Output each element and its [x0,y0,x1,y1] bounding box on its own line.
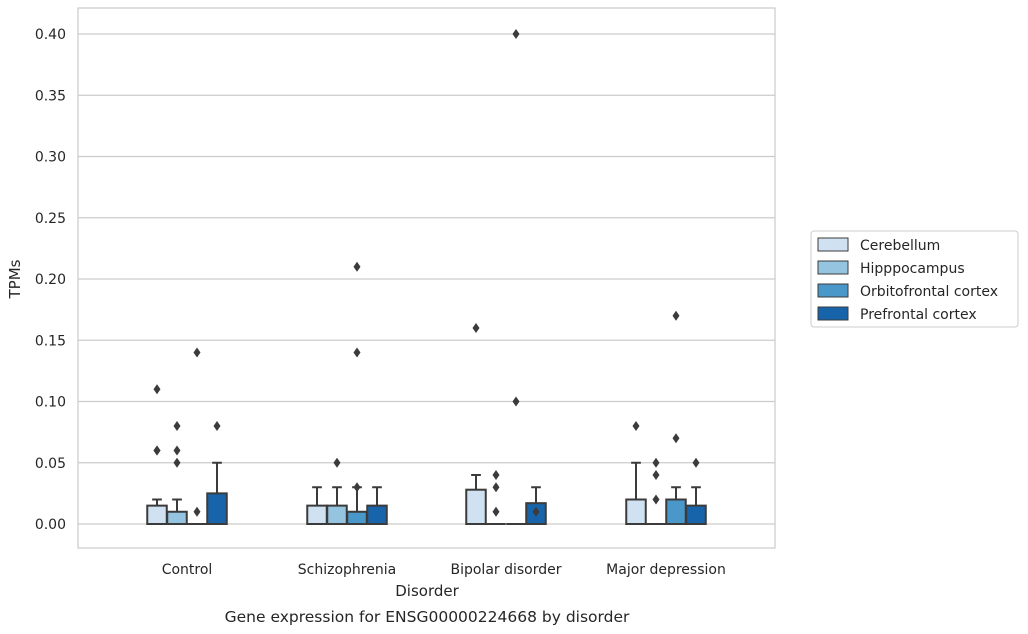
box [146,504,168,525]
box-plot [206,421,228,525]
outlier-point [492,470,500,480]
y-tick-label: 0.30 [35,150,66,166]
legend-swatch [817,283,849,298]
y-tick-label: 0.40 [35,27,66,43]
x-tick-label: Major depression [606,562,726,578]
legend-label: Prefrontal cortex [860,307,977,323]
box-plot [625,421,647,525]
x-tick-label: Control [162,562,213,578]
y-tick-label: 0.10 [35,395,66,411]
box [346,510,368,525]
outlier-point [692,457,700,468]
legend-label: Cerebellum [860,238,940,254]
plot-area [78,8,775,548]
y-tick-label: 0.35 [35,88,66,104]
outlier-point [353,482,361,493]
outlier-point [532,506,540,517]
box [206,492,228,525]
legend-swatch [817,306,849,321]
outlier-point [652,457,660,468]
outlier-point [173,421,181,431]
outlier-point [492,482,500,493]
box [625,498,647,525]
outlier-point [512,29,520,39]
outlier-point [672,310,680,321]
box-plot [166,421,188,525]
outlier-point [672,433,680,444]
outlier-point [353,347,361,358]
box [665,498,687,525]
y-tick-label: 0.25 [35,211,66,227]
plot-frame [77,7,776,549]
box [326,504,348,525]
box-plot [346,261,368,525]
outlier-point [333,457,341,468]
outlier-point [353,261,361,272]
x-tick-label: Schizophrenia [298,562,396,578]
outlier-point [173,445,181,456]
outlier-point [213,421,221,431]
outlier-point [193,506,201,517]
outlier-point [652,470,660,480]
legend-label: Hipppocampus [860,261,965,277]
box [465,488,487,526]
outlier-point [153,384,161,395]
y-axis-title: TPMs [6,259,24,299]
outlier-point [492,506,500,517]
legend-frame [810,230,1019,328]
box-plot [525,486,547,525]
box-plot [146,384,168,525]
box-plot [486,470,506,525]
box-plot [665,310,687,525]
chart-title: Gene expression for ENSG00000224668 by d… [225,608,630,626]
outlier-point [173,457,181,468]
box-plot [685,457,707,525]
outlier-point [193,347,201,358]
y-tick-label: 0.05 [35,456,66,472]
legend: Cerebellum Hipppocampus Orbitofrontal cort… [810,230,1019,328]
outlier-point [632,421,640,431]
legend-label: Orbitofrontal cortex [860,284,998,300]
box [166,510,188,525]
outlier-point [472,323,480,333]
x-axis-title: Disorder [395,582,459,600]
box-plot [187,347,207,525]
outlier-point [652,494,660,505]
x-tick-label: Bipolar disorder [450,562,561,578]
legend-swatch [817,237,849,252]
box [306,504,328,525]
y-tick-label: 0.20 [35,272,66,288]
y-tick-label: 0.15 [35,333,66,349]
box [366,504,388,525]
box-plot [506,29,526,525]
y-tick-label: 0.00 [35,517,66,533]
box-plot [465,323,487,526]
grid-lines [78,33,775,525]
box [685,504,707,525]
box-plot [366,486,388,525]
outlier-point [512,396,520,407]
box-plot [646,457,666,525]
y-tick-labels: 0.00 0.05 0.10 0.15 0.20 0.25 0.30 0.35 0.40 [35,27,66,533]
box-series [146,29,707,526]
x-tick-labels: Control Schizophrenia Bipolar disorder Majo… [162,562,726,578]
legend-swatch [817,260,849,275]
outlier-point [153,445,161,456]
